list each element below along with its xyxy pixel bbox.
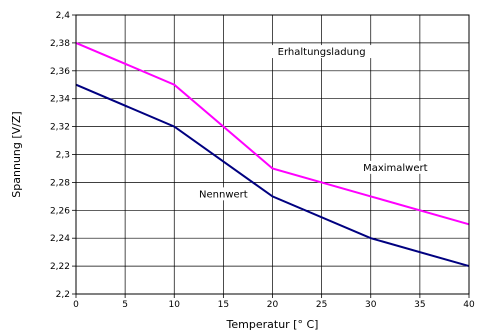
annotation-background <box>269 45 375 59</box>
y-tick-label: 2,24 <box>50 234 70 244</box>
x-tick-label: 20 <box>267 300 279 310</box>
series-line-1 <box>75 41 470 226</box>
y-tick-label: 2,22 <box>50 262 70 272</box>
y-tick-label: 2,4 <box>56 11 71 21</box>
y-tick-label: 2,28 <box>50 178 70 188</box>
x-tick-label: 35 <box>414 300 425 310</box>
x-tick-label: 0 <box>73 300 79 310</box>
y-axis-title: Spannung [V/Z] <box>10 111 23 197</box>
annotation-label: Maximalwert <box>363 163 428 174</box>
series-line-2 <box>75 83 470 268</box>
y-tick-label: 2,38 <box>50 39 70 49</box>
annotation-label: Nennwert <box>199 189 248 200</box>
x-tick-label: 25 <box>316 300 327 310</box>
y-tick-label: 2,26 <box>50 206 70 216</box>
y-axis-ticks: 2,2 2,22 2,24 2,26 2,28 2,3 2,32 2,34 2,36 2,38 2,… <box>50 11 76 300</box>
x-tick-label: 30 <box>365 300 377 310</box>
y-tick-label: 2,34 <box>50 95 70 105</box>
annotations: Erhaltungsladung Maximalwert Nennwert <box>195 45 433 201</box>
x-tick-label: 40 <box>463 300 475 310</box>
annotation-background <box>358 160 433 174</box>
y-tick-label: 2,32 <box>50 123 70 133</box>
x-tick-label: 10 <box>169 300 181 310</box>
annotation-label: Erhaltungsladung <box>278 47 366 58</box>
y-tick-label: 2,36 <box>50 67 70 77</box>
y-tick-label: 2,2 <box>56 290 70 300</box>
x-tick-label: 15 <box>218 300 229 310</box>
plot-frame <box>75 14 470 295</box>
x-tick-label: 5 <box>122 300 128 310</box>
series-group <box>75 41 470 268</box>
x-axis-title: Temperatur [° C] <box>226 318 319 331</box>
annotation-background <box>195 187 252 201</box>
x-axis-ticks: 0 5 10 15 20 25 30 35 40 <box>73 294 475 310</box>
y-tick-label: 2,3 <box>56 151 70 161</box>
